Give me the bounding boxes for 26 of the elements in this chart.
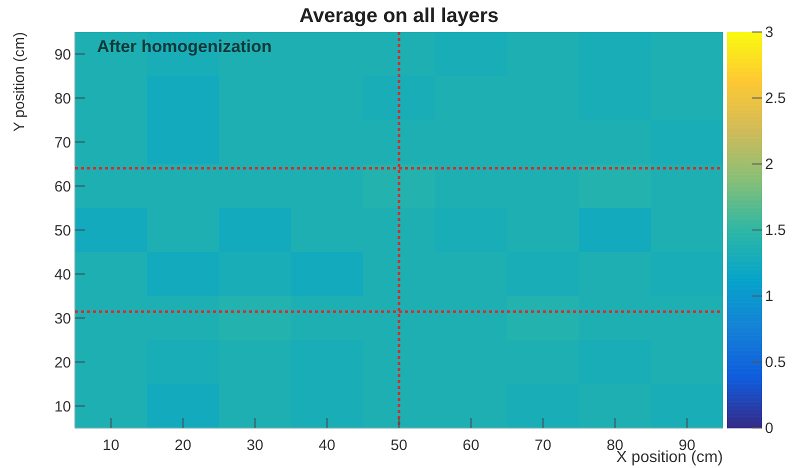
color-bar-label: 0 [765, 420, 774, 437]
y-tick-label: 40 [54, 266, 71, 284]
color-bar-label: 1 [765, 288, 774, 305]
y-tick-label: 20 [54, 354, 71, 372]
y-tick-label: 80 [54, 90, 71, 108]
x-tick-label: 70 [534, 437, 552, 454]
color-bar-label: 3 [765, 24, 774, 41]
color-bar-label: 1.5 [765, 222, 786, 239]
color-bar-label: 2.5 [765, 90, 786, 107]
color-bar-label: 2 [765, 156, 774, 173]
x-tick-label: 10 [102, 437, 120, 454]
x-tick-label: 60 [462, 437, 480, 454]
y-tick-label: 70 [54, 134, 71, 152]
x-tick-label: 20 [174, 437, 192, 454]
y-tick-label: 50 [54, 222, 71, 240]
y-tick-label: 10 [54, 398, 71, 416]
x-tick-label: 30 [246, 437, 264, 454]
y-tick-label: 30 [54, 310, 71, 328]
y-axis-title: Y position (cm) [11, 32, 28, 132]
x-tick-label: 40 [318, 437, 336, 454]
y-tick-label: 90 [54, 46, 71, 64]
color-bar-label: 0.5 [765, 354, 786, 371]
x-tick-label: 50 [390, 437, 408, 454]
annotation: After homogenization [97, 37, 272, 56]
y-tick-label: 60 [54, 178, 71, 196]
chart-title: Average on all layers [299, 5, 499, 27]
